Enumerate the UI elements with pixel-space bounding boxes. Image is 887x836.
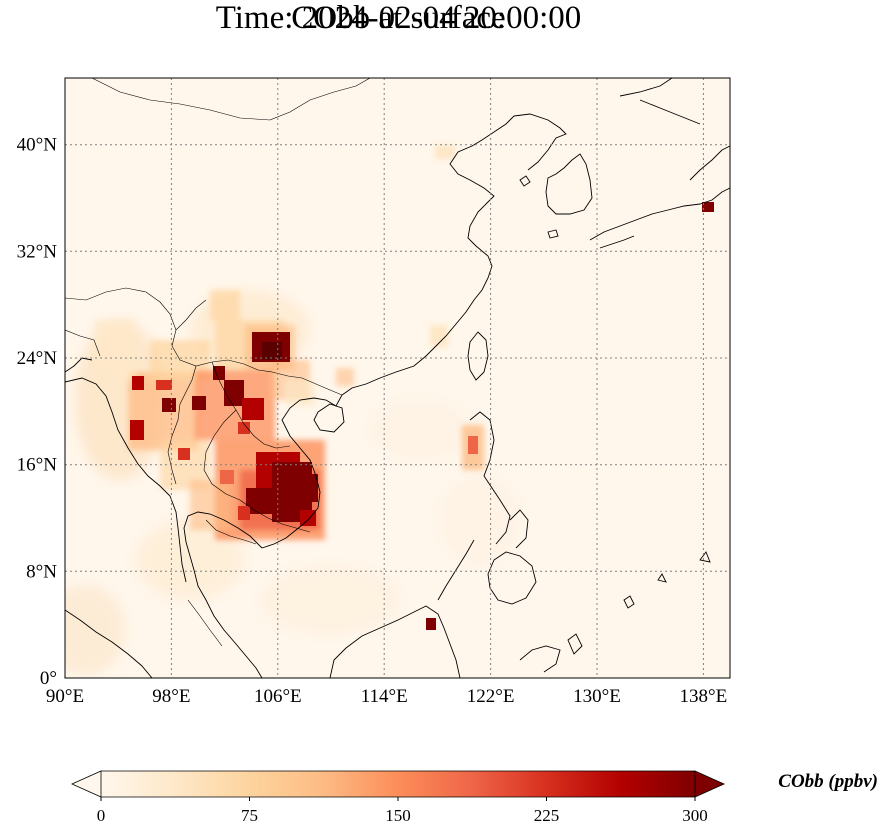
colorbar-tick-label: 150 xyxy=(385,806,411,825)
lat-tick-labels: 0° 8°N 16°N 24°N 32°N 40°N xyxy=(17,135,58,689)
lat-tick-label: 40°N xyxy=(17,135,58,156)
colorbar-tick-label: 300 xyxy=(682,806,708,825)
lon-tick-labels: 90°E 98°E 106°E 114°E 122°E 130°E 138°E xyxy=(46,686,727,707)
map-frame xyxy=(64,77,731,679)
country-borders xyxy=(65,78,371,647)
lat-tick-label: 8°N xyxy=(26,561,57,582)
lon-tick-label: 114°E xyxy=(361,686,408,707)
colorbar: 0 75 150 225 300 CObb (ppbv) xyxy=(71,770,878,825)
colorbar-extend-high xyxy=(694,770,725,798)
coastlines xyxy=(65,78,730,678)
lon-tick-label: 106°E xyxy=(254,686,302,707)
colorbar-title: CObb (ppbv) xyxy=(778,771,878,792)
gridlines xyxy=(65,78,730,678)
colorbar-tick-label: 0 xyxy=(97,806,106,825)
lon-tick-label: 130°E xyxy=(573,686,621,707)
lat-tick-label: 0° xyxy=(40,668,57,689)
colorbar-tick-label: 75 xyxy=(241,806,258,825)
lat-tick-label: 24°N xyxy=(17,348,58,369)
lat-tick-label: 32°N xyxy=(17,241,58,262)
colorbar-ticks: 0 75 150 225 300 xyxy=(97,797,708,825)
colorbar-extend-low xyxy=(71,770,102,798)
lon-tick-label: 122°E xyxy=(467,686,515,707)
map-title-line2: Time: 2024-02-04 20:00:00 xyxy=(215,0,582,36)
map-title-line1: CObb at surface xyxy=(291,0,506,36)
lat-tick-label: 16°N xyxy=(17,455,58,476)
colorbar-tick-label: 225 xyxy=(534,806,560,825)
concentration-field xyxy=(95,145,714,630)
colorbar-gradient xyxy=(101,771,695,797)
haze-layer xyxy=(65,290,520,675)
lon-tick-label: 138°E xyxy=(680,686,728,707)
lon-tick-label: 90°E xyxy=(46,686,84,707)
lon-tick-label: 98°E xyxy=(152,686,190,707)
